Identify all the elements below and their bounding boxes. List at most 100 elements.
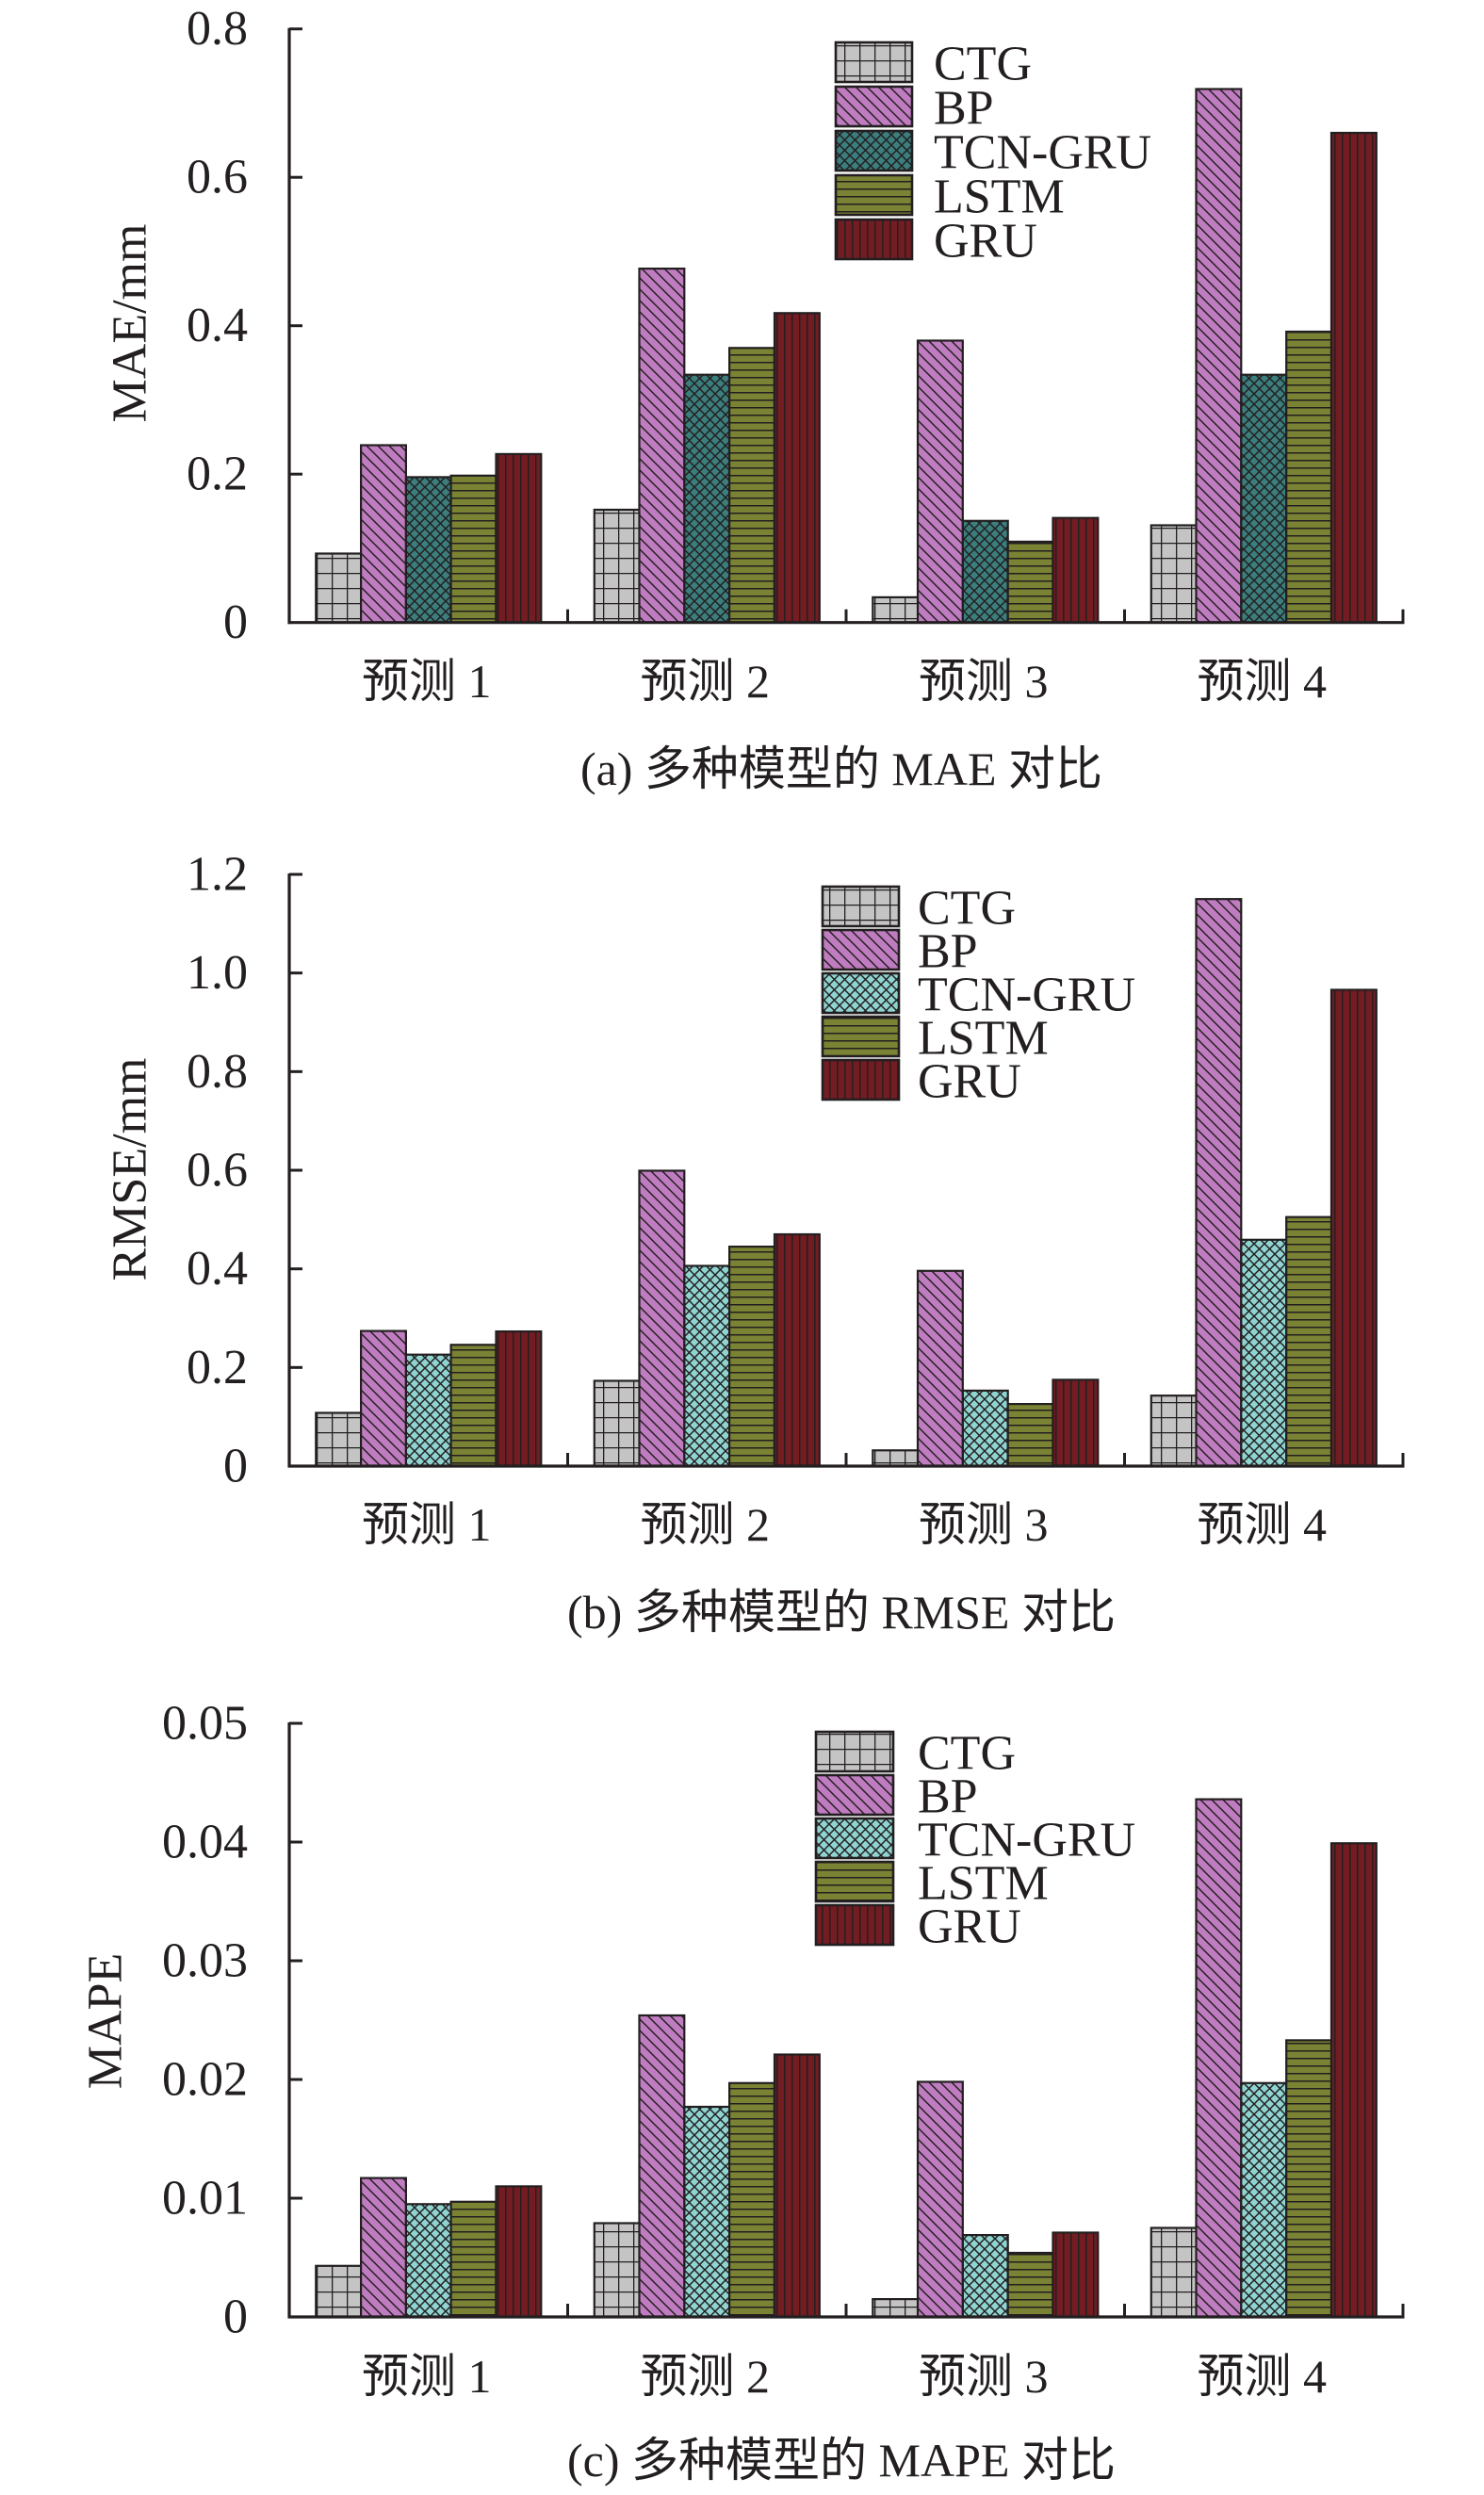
legend-label-ctg: CTG [918, 1727, 1016, 1781]
legend-swatch-ctg [814, 1730, 895, 1773]
x-category-label: 预测 3 [919, 2350, 1049, 2403]
bar-gru-1 [495, 2185, 543, 2319]
bar-gru-2 [773, 2053, 821, 2319]
bar-tcn-gru-2 [683, 2105, 731, 2319]
bar-bp-1 [360, 1329, 408, 1468]
legend-label-tcn-gru: TCN-GRU [918, 1814, 1135, 1867]
x-category-label: 预测 1 [362, 1498, 492, 1551]
bar-bp-2 [638, 268, 686, 624]
y-tick-label: 0 [223, 2291, 248, 2344]
legend-label-bp: BP [934, 82, 994, 136]
y-tick-label: 0.03 [162, 1934, 248, 1988]
bar-lstm-1 [449, 474, 497, 624]
x-category-label: 预测 2 [641, 1498, 771, 1551]
x-category-label: 预测 4 [1198, 655, 1328, 708]
bar-gru-4 [1329, 131, 1378, 624]
bar-tcn-gru-2 [683, 373, 731, 624]
legend-label-tcn-gru: TCN-GRU [918, 969, 1135, 1022]
bar-gru-3 [1052, 1378, 1100, 1468]
bar-ctg-4 [1150, 2226, 1198, 2319]
bar-bp-3 [916, 339, 964, 624]
bar-lstm-4 [1285, 1215, 1333, 1468]
legend-label-gru: GRU [934, 215, 1037, 269]
legend-swatch-gru [814, 1903, 895, 1947]
bar-ctg-3 [872, 1449, 920, 1468]
y-tick-label: 0.8 [187, 1045, 248, 1099]
legend-swatch-gru [821, 1058, 901, 1101]
legend-swatch-gru [834, 218, 914, 261]
bar-ctg-2 [593, 508, 641, 624]
bar-lstm-4 [1285, 330, 1333, 624]
bar-ctg-4 [1150, 524, 1198, 624]
bar-gru-3 [1052, 516, 1100, 624]
legend-swatch-tcn-gru [814, 1817, 895, 1860]
legend-swatch-lstm [834, 173, 914, 217]
legend-label-bp: BP [918, 1770, 978, 1824]
legend-swatch-ctg [834, 41, 914, 84]
legend-label-tcn-gru: TCN-GRU [934, 126, 1151, 180]
bar-ctg-1 [315, 1411, 363, 1468]
chart-caption: (b) 多种模型的 RMSE 对比 [567, 1586, 1116, 1639]
x-category-label: 预测 4 [1198, 1498, 1328, 1551]
bar-bp-2 [638, 2014, 686, 2319]
x-category-label: 预测 4 [1198, 2350, 1328, 2403]
legend-label-lstm: LSTM [918, 1857, 1049, 1911]
y-tick-label: 0.4 [187, 1242, 248, 1296]
bar-tcn-gru-4 [1240, 1238, 1288, 1468]
bar-gru-2 [773, 312, 821, 624]
bar-ctg-3 [872, 2298, 920, 2319]
legend-label-gru: GRU [918, 1055, 1021, 1109]
bar-gru-3 [1052, 2231, 1100, 2319]
legend-label-ctg: CTG [918, 882, 1016, 936]
bar-tcn-gru-3 [961, 1389, 1009, 1468]
y-tick-label: 1.2 [187, 848, 248, 902]
bar-tcn-gru-3 [961, 519, 1009, 624]
bar-tcn-gru-1 [404, 476, 452, 624]
y-axis-title: MAPE [79, 1953, 133, 2089]
bar-lstm-3 [1006, 540, 1054, 624]
bar-bp-3 [916, 1269, 964, 1468]
legend-swatch-bp [814, 1773, 895, 1817]
x-category-label: 预测 3 [919, 655, 1049, 708]
bar-ctg-2 [593, 2222, 641, 2319]
bar-gru-4 [1329, 1842, 1378, 2319]
legend-label-lstm: LSTM [918, 1012, 1049, 1066]
bar-ctg-3 [872, 595, 920, 624]
bar-tcn-gru-4 [1240, 373, 1288, 624]
bar-gru-1 [495, 1329, 543, 1468]
bar-bp-1 [360, 444, 408, 624]
y-tick-label: 0.2 [187, 1341, 248, 1394]
mape-chart: MAPE 0 0.01 0.02 0.03 0.04 0.05 预测 1 预测 2 预测 3 预测 … [79, 1697, 1405, 2487]
y-tick-label: 0.05 [162, 1697, 248, 1751]
mae-chart: MAE/mm 0 0.2 0.4 0.6 0.8 预测 1 预测 2 预测 3 预测 4 (a) 多… [104, 2, 1405, 795]
legend-label-ctg: CTG [934, 38, 1032, 91]
bar-tcn-gru-2 [683, 1264, 731, 1468]
bar-ctg-2 [593, 1379, 641, 1468]
legend-swatch-bp [821, 928, 901, 971]
bar-ctg-4 [1150, 1394, 1198, 1468]
bar-lstm-3 [1006, 1402, 1054, 1468]
bar-lstm-1 [449, 2200, 497, 2319]
x-category-label: 预测 3 [919, 1498, 1049, 1551]
bar-tcn-gru-4 [1240, 2081, 1288, 2319]
y-tick-label: 0 [223, 1440, 248, 1493]
bar-tcn-gru-3 [961, 2234, 1009, 2319]
y-tick-label: 0.01 [162, 2172, 248, 2226]
y-tick-label: 1.0 [187, 946, 248, 1000]
legend-label-bp: BP [918, 925, 978, 979]
chart-caption: (c) 多种模型的 MAPE 对比 [567, 2434, 1116, 2487]
bar-bp-4 [1195, 1798, 1243, 2319]
bar-bp-4 [1195, 898, 1243, 1468]
bar-lstm-3 [1006, 2251, 1054, 2319]
y-axis-title: RMSE/mm [104, 1058, 157, 1281]
x-category-label: 预测 2 [641, 655, 771, 708]
y-tick-label: 0.6 [187, 1144, 248, 1198]
y-tick-label: 0 [223, 595, 248, 649]
bar-gru-4 [1329, 988, 1378, 1468]
x-category-label: 预测 2 [641, 2350, 771, 2403]
legend-swatch-tcn-gru [821, 971, 901, 1015]
